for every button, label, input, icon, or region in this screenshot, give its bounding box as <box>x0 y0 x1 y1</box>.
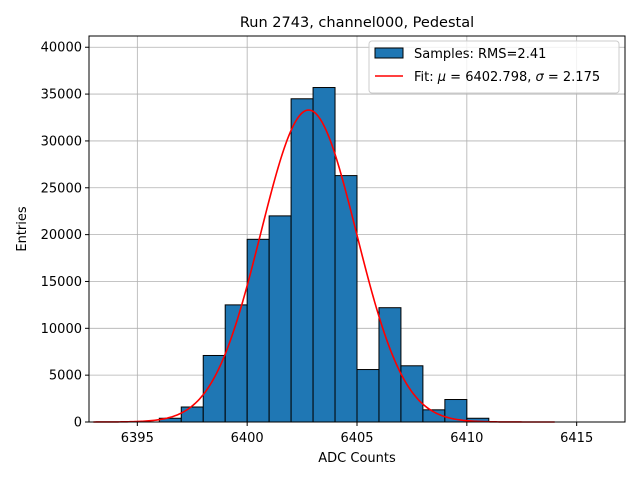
legend-box <box>368 40 620 94</box>
histogram-bar-2 <box>180 406 204 423</box>
legend-fit-mu-value: = 6402.798, <box>446 70 535 85</box>
x-axis-label: ADC Counts <box>318 451 396 466</box>
legend-fit-mu-symbol: μ <box>437 70 446 85</box>
fit-curve-group <box>93 109 555 423</box>
fit-curve <box>93 109 555 423</box>
histogram-bar-6 <box>268 215 292 423</box>
x-axis-ticks: 6395 6400 6405 6410 6415 <box>121 422 593 446</box>
legend-fit-label: Fit: μ = 6402.798, σ = 2.175 <box>414 70 600 85</box>
y-tick-label: 35000 <box>41 88 82 103</box>
histogram-bar-12 <box>400 365 424 423</box>
histogram-bar-8 <box>312 87 336 423</box>
y-axis-ticks: 0 5000 10000 15000 20000 25000 30000 35000 40000 <box>41 41 89 431</box>
histogram-bars <box>158 87 490 423</box>
y-tick-label: 30000 <box>41 134 82 149</box>
x-tick-label: 6415 <box>560 431 593 446</box>
histogram-bar-7 <box>290 98 314 423</box>
y-tick-label: 25000 <box>41 181 82 196</box>
legend-fit-prefix: Fit: <box>414 70 438 85</box>
x-tick-label: 6405 <box>340 431 373 446</box>
y-tick-label: 40000 <box>41 41 82 56</box>
chart-title: Run 2743, channel000, Pedestal <box>240 15 474 31</box>
legend-fit-sigma-value: = 2.175 <box>544 70 600 85</box>
histogram-bar-5 <box>246 238 270 423</box>
legend: Samples: RMS=2.41 Fit: μ = 6402.798, σ =… <box>368 40 620 94</box>
histogram-bar-10 <box>356 369 380 423</box>
legend-fit-sigma-symbol: σ <box>536 70 545 85</box>
x-tick-label: 6395 <box>121 431 154 446</box>
x-tick-label: 6400 <box>231 431 264 446</box>
histogram-bar-3 <box>202 354 226 423</box>
y-axis-label: Entries <box>15 206 30 252</box>
y-tick-label: 10000 <box>41 322 82 337</box>
legend-samples-swatch <box>374 47 404 59</box>
histogram-bar-9 <box>334 175 358 423</box>
y-tick-label: 15000 <box>41 275 82 290</box>
y-tick-label: 5000 <box>49 369 82 384</box>
legend-samples-label: Samples: RMS=2.41 <box>414 47 546 62</box>
y-tick-label: 20000 <box>41 228 82 243</box>
y-tick-label: 0 <box>74 416 82 431</box>
x-tick-label: 6410 <box>450 431 483 446</box>
